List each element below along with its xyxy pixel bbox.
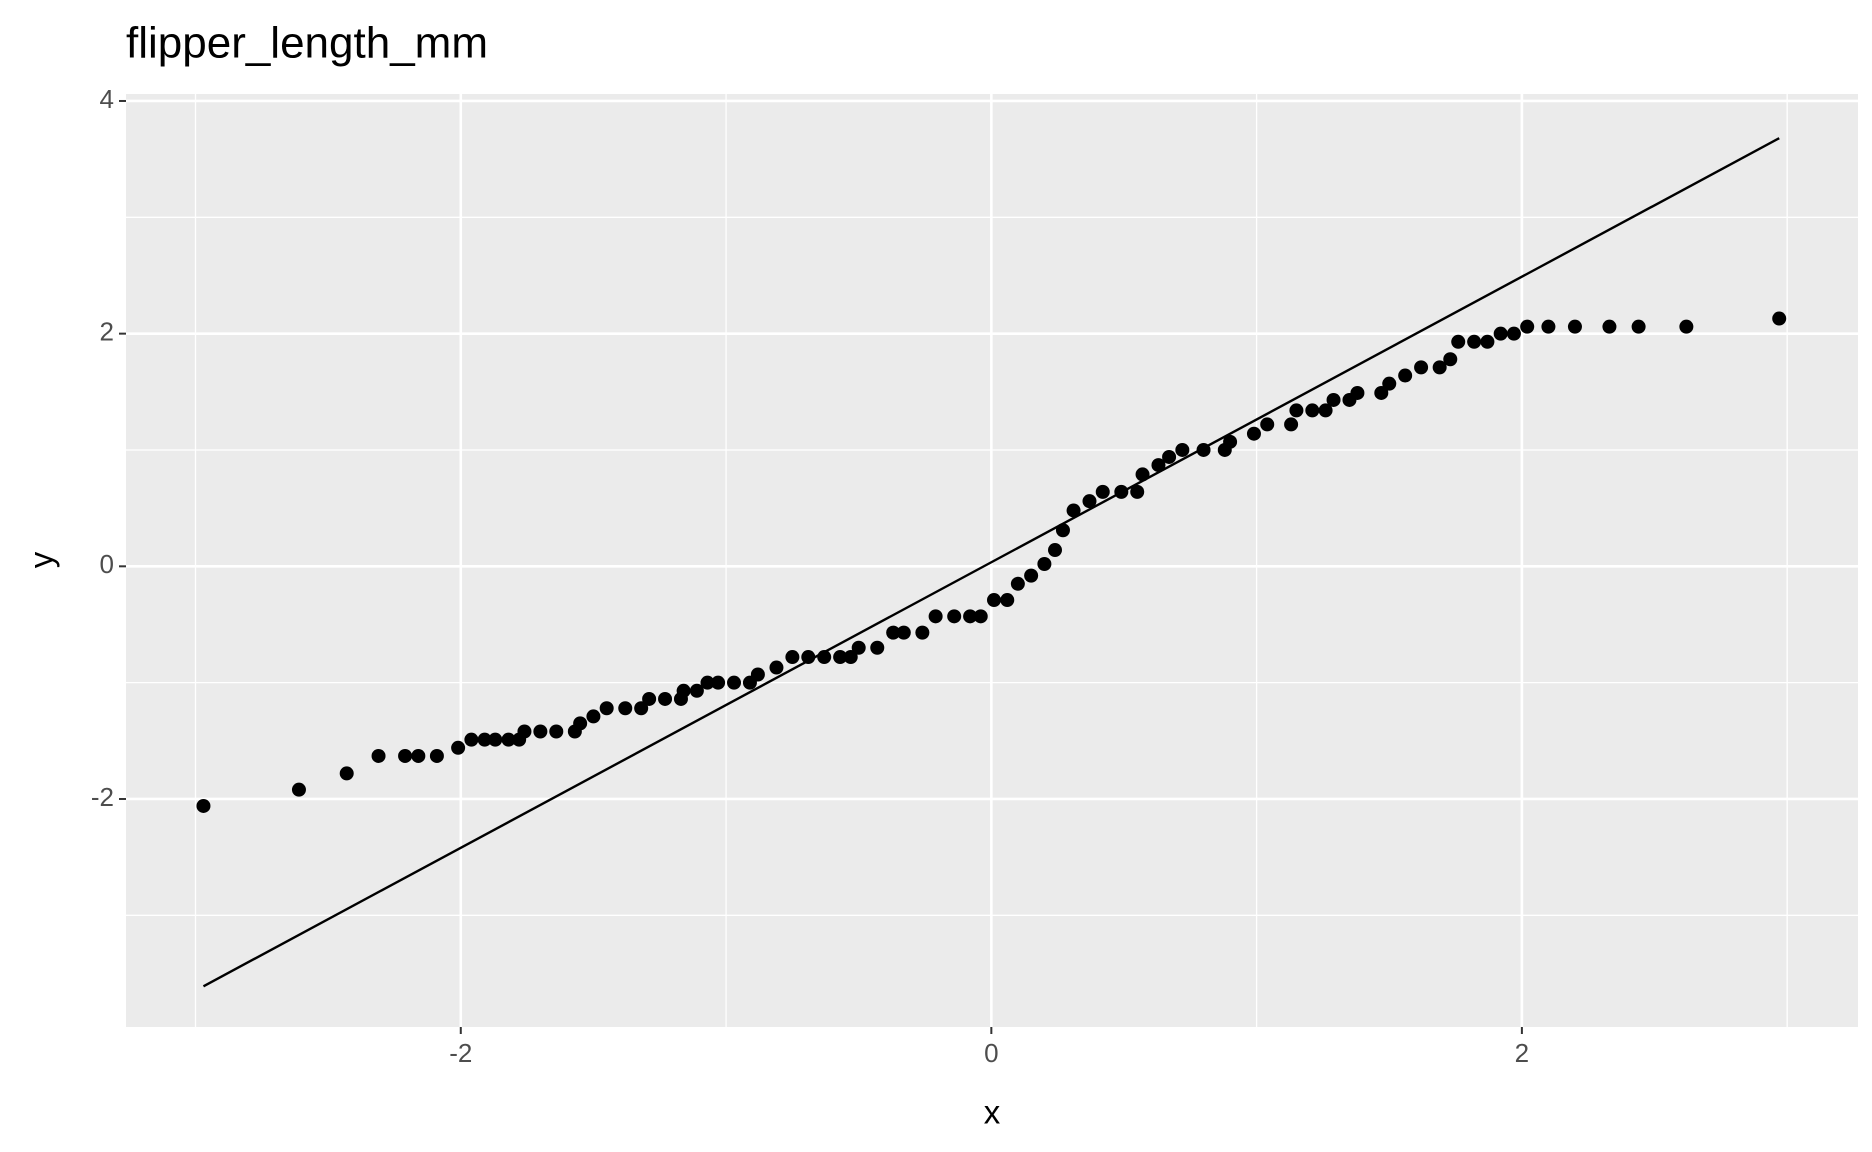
point [801, 650, 816, 665]
point [785, 650, 800, 665]
point [501, 732, 516, 747]
point [1443, 352, 1458, 367]
point [1432, 360, 1447, 375]
point [1082, 494, 1097, 509]
point [464, 732, 479, 747]
point [1414, 360, 1429, 375]
point [1679, 319, 1694, 334]
point [1631, 319, 1646, 334]
point [947, 609, 962, 624]
y-tick-label: 2 [100, 317, 114, 347]
point [1602, 319, 1617, 334]
point [1541, 319, 1556, 334]
point [1037, 556, 1052, 571]
point [1567, 319, 1582, 334]
point [586, 709, 601, 724]
point [371, 748, 386, 763]
point [429, 748, 444, 763]
point [1175, 442, 1190, 457]
point [870, 640, 885, 655]
point [1284, 417, 1299, 432]
point [1772, 311, 1787, 326]
point [1350, 385, 1365, 400]
x-axis-title: x [984, 1094, 1001, 1131]
point [1223, 434, 1238, 449]
point [1066, 503, 1081, 518]
point [896, 625, 911, 640]
point [618, 701, 633, 716]
y-tick-label: 0 [100, 549, 114, 579]
point [411, 748, 426, 763]
point [1024, 568, 1039, 583]
point [642, 691, 657, 706]
point [451, 740, 466, 755]
point [963, 609, 978, 624]
point [833, 650, 848, 665]
point [817, 650, 832, 665]
point [1506, 326, 1521, 341]
point [1246, 426, 1261, 441]
point [1467, 334, 1482, 349]
point [1480, 334, 1495, 349]
point [1289, 403, 1304, 418]
point [1055, 523, 1070, 538]
point [477, 732, 492, 747]
point [573, 716, 588, 731]
point [1114, 484, 1129, 499]
point [1010, 576, 1025, 591]
point [549, 724, 564, 739]
point [1398, 368, 1413, 383]
y-axis-title: y [23, 551, 60, 568]
x-tick-label: 0 [984, 1038, 998, 1068]
point [339, 766, 354, 781]
point [1451, 334, 1466, 349]
point [1374, 385, 1389, 400]
point [915, 625, 930, 640]
point [1196, 442, 1211, 457]
point [676, 683, 691, 698]
point [1151, 458, 1166, 473]
x-tick-label: -2 [449, 1038, 472, 1068]
point [196, 798, 211, 813]
y-tick-label: -2 [91, 782, 114, 812]
point [398, 748, 413, 763]
x-tick-label: 2 [1515, 1038, 1529, 1068]
point [711, 675, 726, 690]
point [1260, 417, 1275, 432]
point [928, 609, 943, 624]
point [658, 691, 673, 706]
point [700, 675, 715, 690]
point [291, 782, 306, 797]
point [634, 701, 649, 716]
point [1520, 319, 1535, 334]
point [843, 650, 858, 665]
point [1382, 376, 1397, 391]
point [1326, 392, 1341, 407]
point [689, 683, 704, 698]
chart-title: flipper_length_mm [126, 19, 488, 68]
point [1318, 403, 1333, 418]
point [1095, 484, 1110, 499]
point [1130, 484, 1145, 499]
point [1135, 467, 1150, 482]
point [599, 701, 614, 716]
reference-line [202, 137, 1780, 988]
y-tick-label: 4 [100, 84, 114, 114]
point [488, 732, 503, 747]
point [750, 667, 765, 682]
point [1305, 403, 1320, 418]
point [986, 593, 1001, 608]
point [517, 724, 532, 739]
point [1048, 543, 1063, 558]
point [851, 640, 866, 655]
point [1493, 326, 1508, 341]
point [533, 724, 548, 739]
point [1000, 593, 1015, 608]
point [973, 609, 988, 624]
point [886, 625, 901, 640]
point [769, 660, 784, 675]
point [1162, 449, 1177, 464]
point [727, 675, 742, 690]
